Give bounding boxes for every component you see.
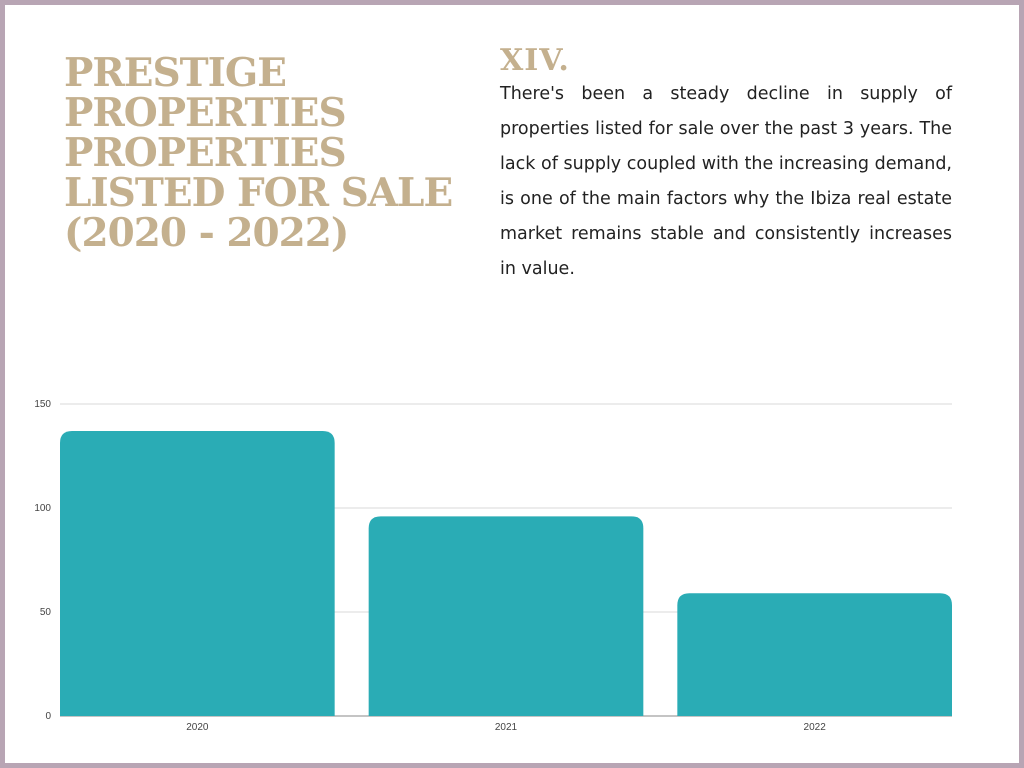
y-tick-label: 50 [40, 607, 52, 618]
x-tick-label: 2020 [186, 722, 209, 733]
y-tick-label: 0 [45, 711, 51, 722]
x-tick-label: 2022 [804, 722, 827, 733]
title-line: (2020 - 2022) [64, 210, 349, 256]
bar-2020 [60, 431, 335, 716]
x-axis-ticks: 2020 2021 2022 [186, 722, 826, 733]
bar-2022 [677, 593, 952, 716]
section-number: XIV. [500, 43, 570, 78]
bar-chart: 0 50 100 150 2020 2021 2022 [34, 399, 952, 733]
title-line: PROPERTIES [64, 90, 347, 136]
title-line: PRESTIGE [64, 50, 287, 96]
y-tick-label: 150 [34, 399, 51, 410]
bar-2021 [368, 516, 644, 716]
y-axis-ticks: 0 50 100 150 [34, 399, 51, 722]
bars [60, 431, 952, 716]
page-title: PRESTIGE PROPERTIES PROPERTIES LISTED FO… [64, 53, 464, 253]
description-text: There's been a steady decline in supply … [500, 84, 952, 279]
title-line: PROPERTIES [64, 130, 347, 176]
x-tick-label: 2021 [495, 722, 518, 733]
title-line: LISTED FOR SALE [64, 170, 453, 216]
y-tick-label: 100 [34, 503, 51, 514]
